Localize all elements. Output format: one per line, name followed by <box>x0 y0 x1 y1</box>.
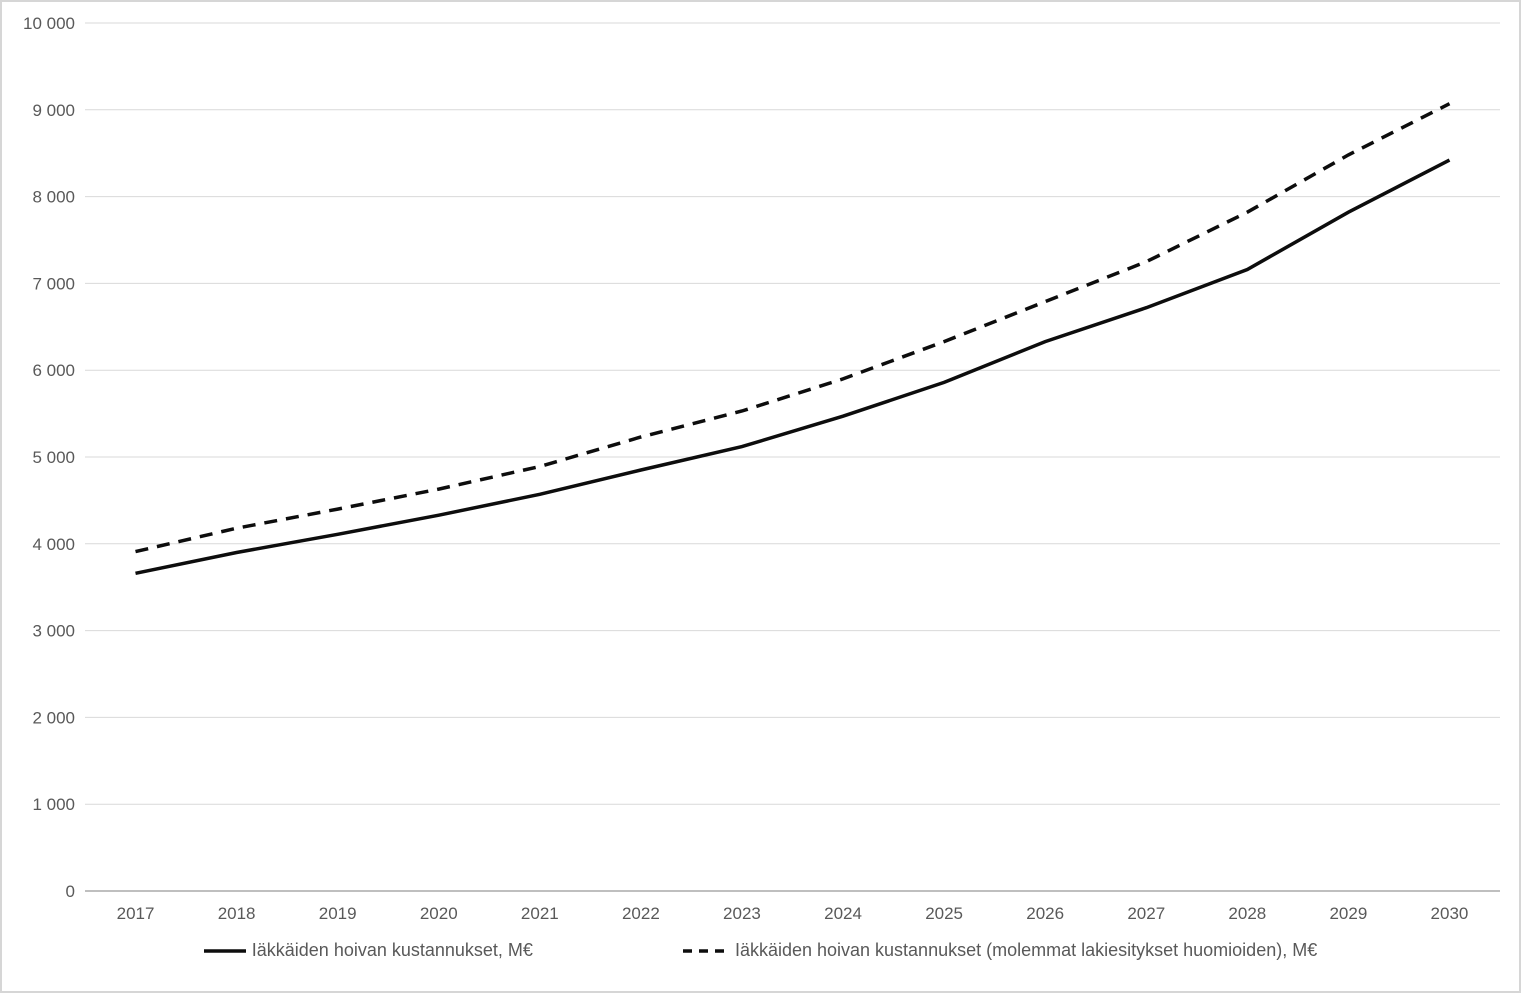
x-tick-label: 2022 <box>622 904 660 923</box>
y-tick-label: 1 000 <box>32 795 75 814</box>
y-tick-label: 7 000 <box>32 274 75 293</box>
x-tick-label: 2028 <box>1228 904 1266 923</box>
x-tick-label: 2030 <box>1431 904 1469 923</box>
dashed-line-swatch-icon <box>682 948 729 953</box>
legend-label-solid: Iäkkäiden hoivan kustannukset, M€ <box>251 940 533 960</box>
y-tick-label: 4 000 <box>32 535 75 554</box>
x-tick-label: 2019 <box>319 904 357 923</box>
x-tick-label: 2021 <box>521 904 559 923</box>
y-tick-label: 5 000 <box>32 448 75 467</box>
y-tick-label: 6 000 <box>32 361 75 380</box>
x-tick-label: 2029 <box>1329 904 1367 923</box>
solid-line-swatch-icon <box>203 948 246 953</box>
legend-item-solid: Iäkkäiden hoivan kustannukset, M€ <box>203 940 533 961</box>
series-line-dashed <box>135 102 1451 554</box>
x-tick-label: 2027 <box>1127 904 1165 923</box>
x-tick-label: 2023 <box>723 904 761 923</box>
legend-label-dashed: Iäkkäiden hoivan kustannukset (molemmat … <box>734 940 1318 960</box>
line-chart-svg: 0 1 000 2 000 3 000 4 000 5 000 6 000 7 000 8 00… <box>23 14 1500 923</box>
y-tick-label: 9 000 <box>32 101 75 120</box>
x-tick-label: 2024 <box>824 904 862 923</box>
y-tick-label: 3 000 <box>32 622 75 641</box>
x-tick-label: 2026 <box>1026 904 1064 923</box>
y-tick-label: 10 000 <box>23 14 75 33</box>
chart-legend: Iäkkäiden hoivan kustannukset, M€ Iäkkäi… <box>2 940 1519 961</box>
x-tick-label: 2020 <box>420 904 458 923</box>
y-tick-label: 0 <box>66 882 75 901</box>
legend-item-dashed: Iäkkäiden hoivan kustannukset (molemmat … <box>682 940 1318 961</box>
x-tick-label: 2018 <box>218 904 256 923</box>
x-tick-label: 2025 <box>925 904 963 923</box>
y-tick-label: 8 000 <box>32 188 75 207</box>
x-tick-label: 2017 <box>117 904 155 923</box>
y-tick-label: 2 000 <box>32 708 75 727</box>
series-line-solid <box>135 158 1451 576</box>
